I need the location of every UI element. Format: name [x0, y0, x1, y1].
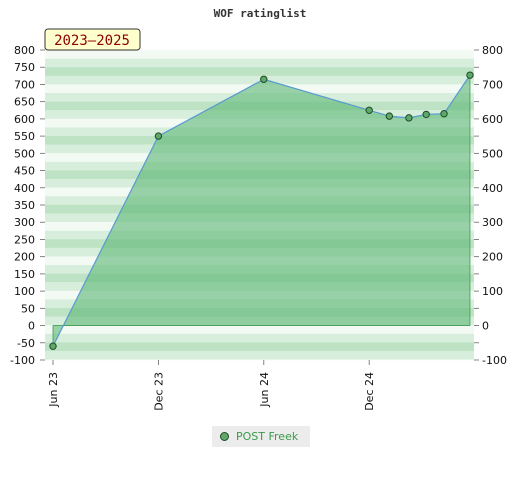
x-tick-label: Jun 24 [258, 372, 271, 408]
data-point [365, 106, 373, 114]
y-right-tick-label: 200 [482, 251, 503, 264]
y-tick-label: 50 [21, 302, 35, 315]
x-tick-label: Dec 23 [152, 372, 165, 411]
band [45, 359, 474, 361]
x-axis: Jun 23 Dec 23 Jun 24 Dec 24 [47, 360, 376, 411]
legend-marker-icon [220, 432, 229, 441]
band [45, 67, 474, 76]
y-tick-label: 150 [14, 268, 35, 281]
y-right-tick-label: 100 [482, 285, 503, 298]
data-point [440, 110, 448, 118]
y-right-tick-label: 500 [482, 147, 503, 160]
period-badge: 2023–2025 [44, 28, 141, 51]
y-axis-right: -100 0 100 200 300 400 500 600 700 800 [474, 44, 507, 367]
data-point [154, 132, 163, 140]
y-tick-label: 550 [14, 130, 35, 143]
y-tick-label: 800 [14, 44, 35, 57]
band [45, 58, 474, 68]
y-tick-label: 250 [14, 233, 35, 246]
y-right-tick-label: 400 [482, 182, 503, 195]
y-tick-label: 350 [14, 199, 35, 212]
y-right-tick-label: 600 [482, 113, 503, 126]
y-right-tick-label: 800 [482, 44, 503, 57]
band [45, 342, 474, 352]
data-point [260, 75, 268, 83]
band [45, 351, 474, 360]
data-point [405, 114, 413, 122]
y-tick-label: 400 [14, 182, 35, 195]
legend-label: POST Freek [236, 430, 299, 443]
y-tick-label: 500 [14, 147, 35, 160]
y-tick-label: 200 [14, 251, 35, 264]
y-right-tick-label: 300 [482, 216, 503, 229]
y-tick-label: -100 [10, 354, 35, 367]
band [45, 50, 474, 59]
y-tick-label: 750 [14, 61, 35, 74]
band [45, 75, 474, 85]
period-badge-label: 2023–2025 [54, 33, 130, 49]
y-tick-label: 450 [14, 165, 35, 178]
chart-title: WOF ratinglist [214, 7, 307, 20]
band [45, 333, 474, 343]
y-tick-label: 700 [14, 78, 35, 91]
data-point [422, 110, 430, 119]
y-right-tick-label: 700 [482, 78, 503, 91]
x-tick-label: Dec 24 [363, 372, 376, 411]
band [45, 325, 474, 334]
data-point [49, 342, 57, 350]
y-tick-label: 650 [14, 96, 35, 109]
data-point [385, 112, 394, 120]
data-point [466, 71, 474, 79]
legend: POST Freek [212, 426, 310, 447]
y-axis-left: -100 -50 0 50 100 150 200 250 300 350 400 450 500 550… [10, 44, 45, 367]
data-points [49, 71, 474, 350]
y-tick-label: 600 [14, 113, 35, 126]
y-tick-label: -50 [17, 337, 35, 350]
y-tick-label: 100 [14, 285, 35, 298]
x-tick-label: Jun 23 [47, 372, 60, 408]
y-right-tick-label: -100 [482, 354, 507, 367]
y-right-tick-label: 0 [482, 320, 489, 333]
y-tick-label: 300 [14, 216, 35, 229]
y-tick-label: 0 [28, 320, 35, 333]
